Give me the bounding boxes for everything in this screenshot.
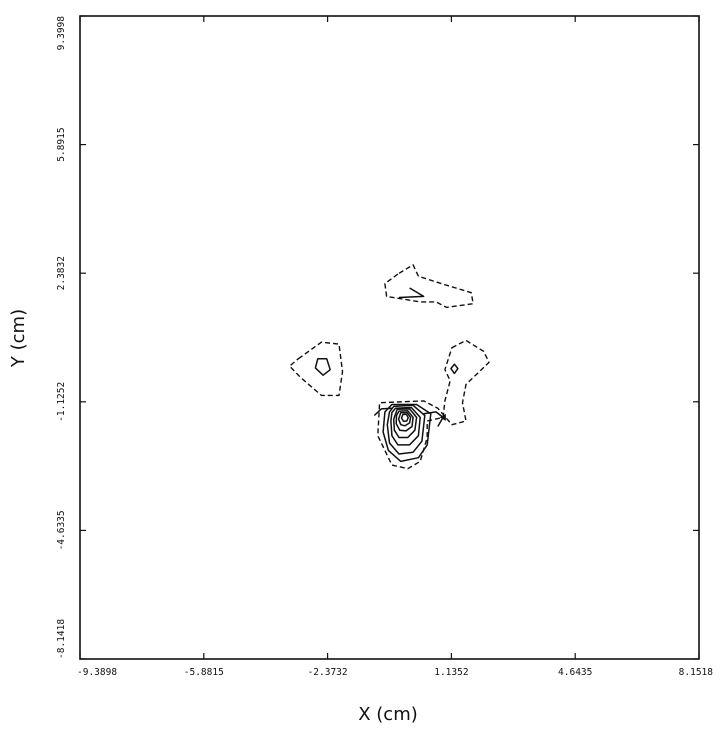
contour-line-solid <box>395 410 414 432</box>
contour-line-dashed <box>384 264 474 309</box>
contour-lines <box>288 264 490 470</box>
x-tick-label: 1.1352 <box>434 667 468 678</box>
markers <box>439 413 446 421</box>
y-tick-label: -4.6335 <box>56 510 67 550</box>
marker-triangle <box>439 413 446 421</box>
y-axis-label: Y (cm) <box>8 309 29 368</box>
contour-line-solid <box>397 411 412 427</box>
contour-line-solid <box>386 404 426 455</box>
contour-line-solid <box>373 407 392 417</box>
contour-line-solid <box>390 406 421 446</box>
x-tick-labels: -9.3898 -5.8815 -2.3732 1.1352 4.6435 8.1518 <box>77 667 713 678</box>
x-tick-label: -9.3898 <box>77 667 117 678</box>
contour-line-dashed <box>288 341 344 397</box>
contour-line-solid <box>398 287 425 299</box>
y-tick-label: -8.1418 <box>56 619 67 659</box>
contour-line-dashed <box>377 339 490 470</box>
contour-line-solid <box>400 413 409 423</box>
y-tick-label: 9.3998 <box>56 16 67 51</box>
y-tick-label: 5.8915 <box>56 127 67 161</box>
x-axis-label: X (cm) <box>358 704 418 725</box>
y-tick-label: 2.3832 <box>56 256 67 290</box>
plot-frame <box>79 15 700 660</box>
x-tick-label: -5.8815 <box>184 667 224 678</box>
x-tick-label: 4.6435 <box>558 667 592 678</box>
contour-line-solid <box>314 357 331 376</box>
contour-line-solid <box>450 363 459 375</box>
x-tick-label: -2.3732 <box>308 667 348 678</box>
x-tick-label: 8.1518 <box>679 667 714 678</box>
contour-line-solid <box>423 411 444 427</box>
y-tick-labels: -8.1418 -4.6335 -1.1252 2.3832 5.8915 9.3998 <box>56 16 67 659</box>
contour-line-solid <box>392 408 418 439</box>
tick-marks <box>79 15 700 660</box>
contour-line-solid <box>382 403 432 463</box>
y-tick-label: -1.1252 <box>56 382 67 422</box>
